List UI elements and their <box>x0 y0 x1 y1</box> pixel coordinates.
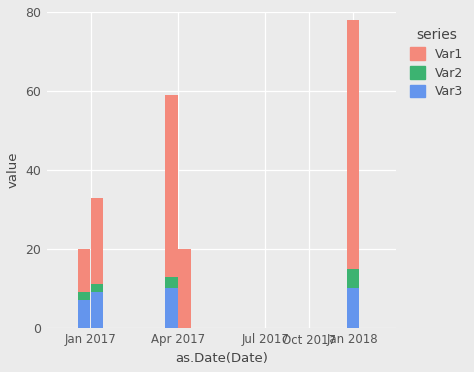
Bar <box>78 249 90 292</box>
Bar <box>91 198 103 285</box>
Bar <box>165 277 178 288</box>
Bar <box>346 20 359 269</box>
Bar <box>346 269 359 288</box>
Bar <box>91 285 103 292</box>
Y-axis label: value: value <box>7 152 20 188</box>
Legend: Var1, Var2, Var3: Var1, Var2, Var3 <box>406 25 467 102</box>
Bar <box>78 300 90 328</box>
Bar <box>78 292 90 300</box>
Bar <box>165 288 178 328</box>
X-axis label: as.Date(Date): as.Date(Date) <box>175 352 268 365</box>
Bar <box>179 249 191 328</box>
Bar <box>91 292 103 328</box>
Bar <box>165 95 178 277</box>
Bar <box>346 288 359 328</box>
